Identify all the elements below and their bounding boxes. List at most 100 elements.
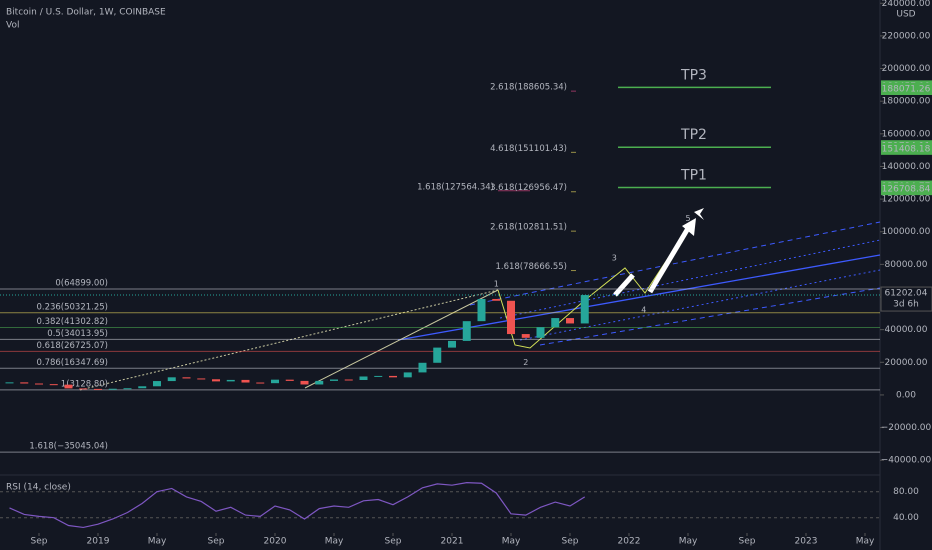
y-tick-label: 180000.00 (882, 97, 931, 107)
y-tick-label: 220000.00 (882, 31, 931, 41)
countdown: 3d 6h (893, 300, 919, 310)
y-tick-label: 200000.00 (882, 64, 931, 74)
extension-label: 1.618(127564.34) (417, 182, 494, 192)
candle (108, 388, 117, 390)
target-price: 188071.26 (882, 85, 931, 95)
y-tick-label: 140000.00 (882, 162, 931, 172)
candle (167, 377, 176, 382)
rsi-tick-label: 40.00 (893, 513, 919, 523)
candle (403, 372, 412, 378)
extension-label: 2.618(188605.34) (490, 83, 567, 93)
candle (507, 300, 515, 335)
x-tick-label: 2019 (87, 537, 110, 547)
target-price-box (881, 83, 932, 96)
wave-label: 2 (523, 358, 528, 367)
candle (359, 376, 368, 380)
candle (330, 379, 338, 381)
extension-label: 3.618(126956.47) (490, 183, 567, 193)
x-tick-label: May (325, 537, 344, 547)
last-price: 61202.04 (885, 289, 928, 299)
fib-label: 0.618(26725.07) (36, 341, 108, 351)
candle (551, 318, 560, 328)
x-tick-label: Sep (739, 537, 756, 547)
target-price: 151408.18 (882, 144, 931, 154)
candle (5, 382, 14, 384)
candle (433, 347, 442, 363)
rsi-line (9, 481, 586, 529)
x-tick-label: Sep (208, 537, 225, 547)
wave-label: 5 (685, 214, 690, 223)
y-tick-label: 240000.00 (882, 0, 931, 9)
wave-label: 1 (494, 279, 499, 288)
currency: USD (896, 10, 915, 20)
x-tick-label: Sep (562, 537, 579, 547)
fib-label: 1(3128.80) (61, 379, 108, 389)
wave-label: 3 (612, 253, 617, 262)
target-price-box (881, 183, 932, 196)
wave-label: 4 (641, 306, 646, 315)
candle (285, 379, 294, 381)
candle (521, 334, 530, 338)
y-tick-label: −20000.00 (881, 423, 932, 433)
fib-label: 0.382(41302.82) (36, 317, 108, 327)
target-price: 126708.84 (882, 185, 931, 195)
last-price-box (880, 286, 932, 312)
fib-label: 0(64899.00) (55, 279, 108, 289)
x-tick-label: Sep (31, 537, 48, 547)
extension-label: 4.618(151101.43) (490, 144, 567, 154)
y-tick-label: 20000.00 (885, 358, 928, 368)
candle (344, 379, 353, 381)
target-name: TP1 (680, 168, 707, 184)
candle (300, 380, 309, 385)
y-tick-label: −40000.00 (881, 456, 932, 466)
extension-label: 1.618(78666.55) (495, 262, 567, 272)
rsi-tick-label: 80.00 (893, 487, 919, 497)
y-tick-label: 80000.00 (885, 260, 928, 270)
y-tick-label: 100000.00 (882, 227, 931, 237)
target-price-box (881, 142, 932, 155)
candle (64, 384, 73, 389)
x-tick-label: May (856, 537, 875, 547)
x-tick-label: 2020 (264, 537, 287, 547)
candle (566, 318, 574, 324)
target-name: TP2 (680, 127, 707, 143)
candle (35, 383, 43, 385)
volume-label: Vol (6, 21, 19, 31)
candle (20, 382, 29, 384)
candle (226, 379, 235, 382)
candle (212, 379, 220, 382)
candle (79, 388, 88, 390)
candle (580, 295, 589, 324)
y-tick-label: 120000.00 (882, 195, 931, 205)
extension-label: 2.618(102811.51) (490, 223, 567, 233)
candle (138, 386, 147, 389)
candle (536, 327, 545, 338)
fib-label: 0.786(16347.69) (36, 358, 108, 368)
target-name: TP3 (680, 67, 707, 83)
rsi-label: RSI (14, close) (6, 483, 71, 493)
candle (462, 321, 471, 341)
x-tick-label: May (148, 537, 167, 547)
candle (477, 298, 486, 322)
candle (448, 340, 456, 348)
x-tick-label: 2022 (618, 537, 641, 547)
candle (271, 379, 279, 384)
y-tick-label: 40000.00 (885, 325, 928, 335)
candle (256, 382, 265, 384)
x-tick-label: 2023 (795, 537, 818, 547)
candle (153, 381, 161, 387)
candle (182, 377, 191, 379)
fib-label: 1.618(−35045.04) (29, 442, 108, 452)
candle (241, 379, 250, 383)
y-tick-label: 0.00 (896, 390, 916, 400)
x-tick-label: 2021 (441, 537, 464, 547)
x-tick-label: May (502, 537, 521, 547)
chart-title: Bitcoin / U.S. Dollar, 1W, COINBASE (6, 8, 166, 18)
fib-label: 0.236(50321.25) (36, 302, 108, 312)
candle (492, 298, 501, 301)
fib-label: 0.5(34013.95) (47, 329, 108, 339)
candle (374, 375, 383, 377)
candle (197, 378, 206, 380)
